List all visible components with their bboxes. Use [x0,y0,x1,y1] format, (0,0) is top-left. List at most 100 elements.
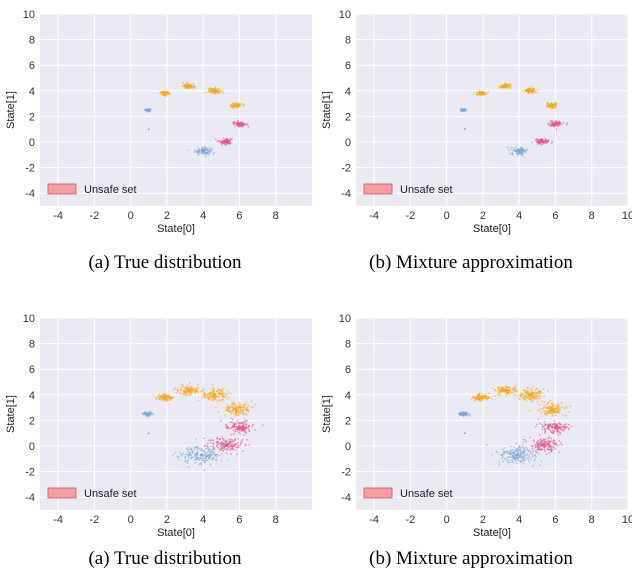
scatter-point [193,447,196,449]
scatter-point [201,146,204,149]
scatter-point [528,436,531,439]
scatter-point [149,412,152,415]
scatter-point [232,105,235,108]
cluster [486,441,543,467]
scatter-point [534,453,537,456]
scatter-point [180,387,182,390]
scatter-point [220,142,222,144]
y-tick-label: 10 [23,313,35,325]
scatter-point [190,86,193,89]
y-tick-label: -2 [341,467,351,479]
scatter-point [526,453,529,456]
scatter-point [520,446,523,449]
scatter-point [197,387,200,389]
scatter-point [202,392,205,395]
scatter-point [204,461,206,464]
scatter-point [522,392,525,395]
scatter-point [522,449,525,452]
scatter-point [559,428,562,431]
scatter-point [235,422,238,424]
x-axis-label: State[0] [473,527,511,539]
scatter-point [218,87,221,90]
scatter-point [521,146,523,149]
cluster-center-point [187,388,191,392]
scatter-point [219,399,222,402]
series-0 [143,108,216,158]
scatter-point [222,441,225,444]
scatter-point [516,451,519,454]
scatter-point [206,396,209,399]
series-2 [515,419,573,456]
scatter-point [230,406,232,409]
x-tick-label: 6 [552,210,558,222]
scatter-point [231,410,234,413]
scatter-point [512,391,515,394]
y-tick-label: 6 [345,60,351,72]
cluster [463,432,466,435]
scatter-point [262,424,264,427]
scatter-point [238,422,241,424]
scatter-point [552,430,555,433]
scatter-point [197,449,199,452]
scatter-point [541,400,543,403]
scatter-point [243,123,246,126]
cluster-center-point [146,108,150,112]
scatter-point [197,456,200,459]
scatter-point [535,441,538,444]
scatter-point [538,446,541,449]
x-tick-label: 0 [128,514,134,526]
cluster [159,90,171,97]
scatter-point [508,461,511,464]
scatter-point [514,150,516,152]
cluster-center-point [464,128,466,130]
scatter-point [543,140,546,143]
scatter-point [200,456,202,459]
scatter-point [234,428,237,430]
scatter-point [244,403,247,406]
scatter-point [225,452,228,454]
scatter-point [540,448,542,451]
scatter-point [466,413,469,416]
scatter-point [209,463,212,466]
scatter-point [219,90,222,93]
scatter-point [206,150,209,153]
scatter-point [234,414,237,417]
scatter-point [225,407,227,409]
scatter-point [536,442,539,445]
cluster-center-point [199,453,203,457]
scatter-point [507,385,509,388]
scatter-point [232,418,234,421]
scatter-point [515,152,518,155]
scatter-point [209,445,212,448]
scatter-point [158,393,161,396]
scatter-point [196,383,199,386]
scatter-point [565,123,568,126]
scatter-point [550,123,553,126]
scatter-point [527,390,529,393]
scatter-point [513,458,516,461]
scatter-point [224,414,227,417]
scatter-point [237,446,240,448]
scatter-point [547,446,550,449]
cluster-center-point [540,139,544,143]
scatter-point [204,445,207,448]
scatter-point [531,85,533,88]
scatter-point [486,444,488,446]
scatter-point [521,154,523,157]
scatter-point [543,410,545,413]
scatter-point [241,438,244,441]
scatter-point [508,393,511,396]
scatter-point [181,85,184,87]
scatter-point [555,424,558,427]
scatter-point [536,89,539,91]
scatter-point [161,93,164,96]
scatter-point [240,430,243,433]
scatter-point [535,92,537,94]
scatter-point [204,91,207,94]
scatter-point [537,143,540,145]
scatter-point [211,448,213,451]
scatter-point [204,454,207,457]
scatter-point [550,450,553,453]
scatter-point [551,141,554,143]
cluster-center-point [515,453,519,457]
